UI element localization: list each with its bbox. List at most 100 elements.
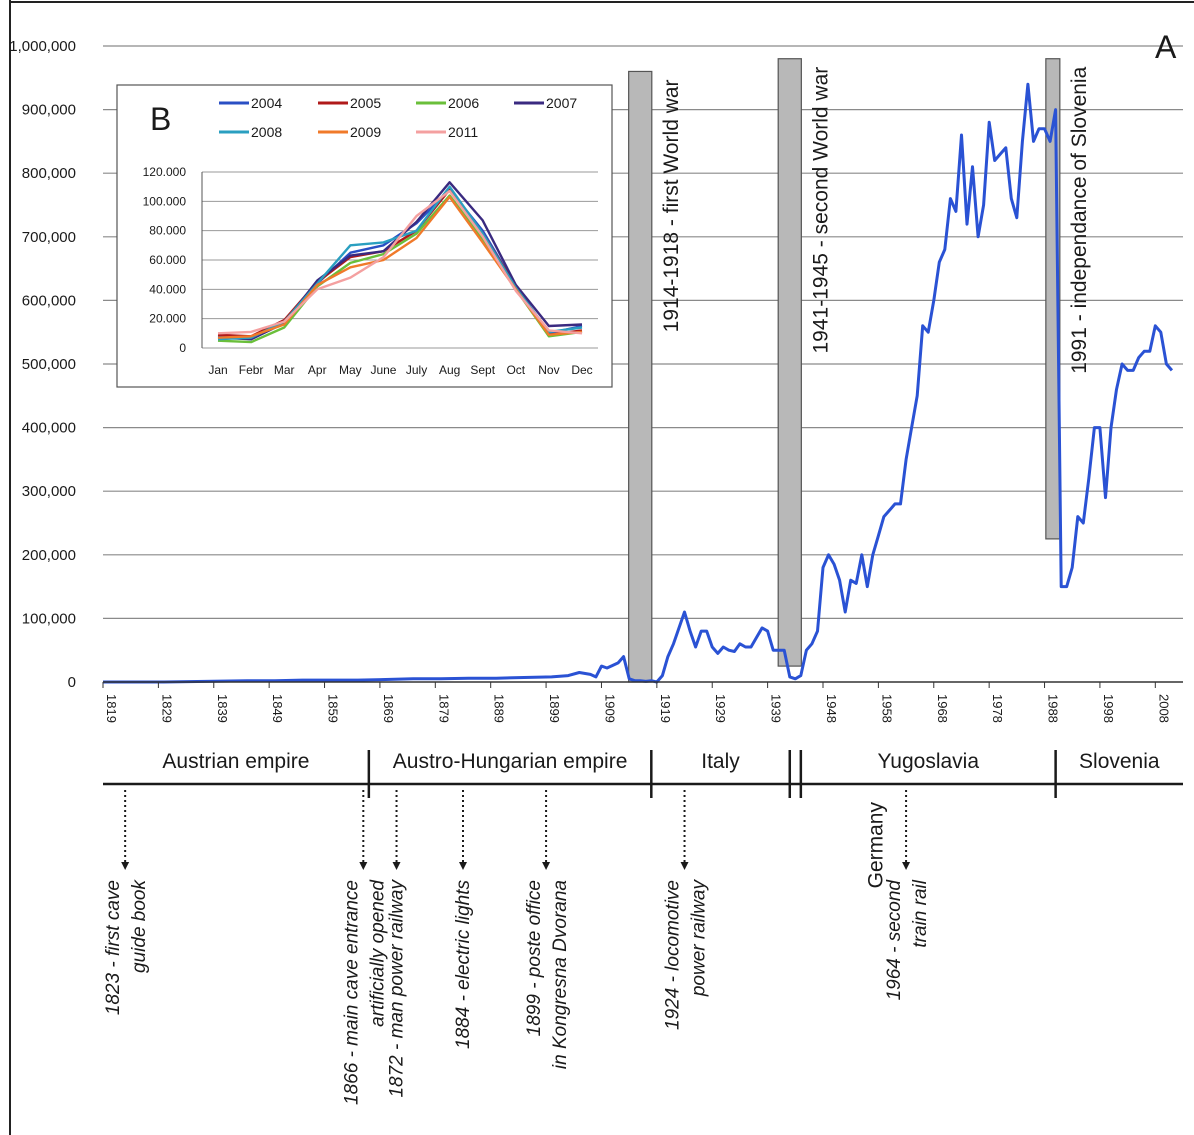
main-y-tick-label: 400,000 — [22, 420, 76, 437]
inset-y-tick-label: 120.000 — [143, 165, 187, 179]
inset-x-tick-label: Mar — [274, 363, 295, 377]
event-annotations: 1823 - first cave guide book 1866 - main c… — [103, 790, 931, 1105]
main-x-tick-label: 1869 — [381, 694, 396, 723]
panel-label-b: B — [150, 101, 171, 137]
inset-y-tick-label: 60.000 — [149, 253, 186, 267]
inset-x-tick-label: Jan — [208, 363, 227, 377]
main-chart-war-bar-labels: 1914-1918 - first World war 1941-1945 - s… — [660, 66, 1091, 373]
inset-x-tick-labels: Jan Febr Mar Apr May June July Aug Sept Oct Nov Dec — [208, 363, 592, 377]
inset-chart-frame — [116, 84, 613, 388]
main-y-tick-label: 200,000 — [22, 547, 76, 564]
era-timeline: Austrian empire Austro-Hungarian empire It… — [103, 750, 1183, 888]
event-label-line: guide book — [129, 879, 150, 973]
event-arrowhead — [359, 862, 368, 870]
inset-x-tick-label: Aug — [439, 363, 460, 377]
inset-x-tick-label: July — [406, 363, 427, 377]
event-arrowhead — [459, 862, 467, 870]
inset-legend-label: 2011 — [448, 124, 478, 140]
inset-series-line-2011 — [217, 189, 583, 335]
event-label-line: 1823 - first cave — [103, 880, 124, 1015]
event-label-line: power railway — [689, 879, 710, 998]
event-label-line: 1866 - main cave entrance — [341, 880, 362, 1105]
event-label-line: 1964 - second — [884, 879, 905, 1001]
inset-x-tick-label: Sept — [470, 363, 495, 377]
timeline-era-label: Germany — [864, 802, 887, 889]
inset-legend-label: 2006 — [448, 95, 479, 111]
main-y-tick-label: 100,000 — [22, 610, 76, 627]
inset-x-tick-label: June — [370, 363, 396, 377]
main-x-tick-label: 1859 — [326, 694, 341, 723]
war-bar-label: 1941-1945 - second World war — [809, 67, 832, 354]
inset-legend-label: 2005 — [350, 95, 381, 111]
timeline-era-label: Yugoslavia — [877, 750, 979, 773]
main-x-tick-label: 1988 — [1046, 694, 1061, 723]
inset-y-tick-label: 0 — [179, 341, 186, 355]
main-x-tick-label: 1919 — [658, 694, 673, 723]
main-x-tick-label: 1889 — [492, 694, 507, 723]
inset-y-tick-label: 80.000 — [149, 224, 186, 238]
event-label-line: 1899 - poste office — [524, 880, 545, 1036]
main-x-tick-label: 1948 — [824, 694, 839, 723]
event-arrowhead — [680, 862, 689, 870]
main-x-tick-label: 1829 — [159, 694, 174, 723]
main-x-tick-label: 1909 — [602, 694, 617, 723]
war-bar — [628, 70, 653, 683]
main-y-tick-label: 300,000 — [22, 483, 76, 500]
main-x-tick-label: 1899 — [547, 694, 562, 723]
main-x-tick-label: 1998 — [1101, 694, 1116, 723]
inset-x-tick-label: May — [339, 363, 362, 377]
inset-x-tick-label: Nov — [538, 363, 559, 377]
main-y-tick-label: 800,000 — [22, 165, 76, 182]
main-x-tick-label: 1958 — [879, 694, 894, 723]
main-x-tick-label: 1839 — [215, 694, 230, 723]
main-chart-visitor-series — [103, 82, 1174, 684]
inset-legend-label: 2008 — [251, 124, 282, 140]
timeline-era-label: Italy — [701, 750, 740, 773]
event-label-line: train rail — [910, 879, 931, 947]
inset-legend-label: 2004 — [251, 95, 282, 111]
main-chart-y-tick-labels: 0 100,000 200,000 300,000 400,000 500,000 600,… — [9, 38, 76, 691]
inset-x-tick-label: Apr — [308, 363, 327, 377]
war-bar — [777, 58, 802, 667]
inset-chart-b: B 0 20.000 40.000 60.000 80.000 100.000 120.00… — [116, 84, 613, 388]
timeline-era-label: Austro-Hungarian empire — [393, 750, 628, 773]
panel-label-a: A — [1155, 29, 1177, 65]
event-arrowhead — [392, 862, 401, 870]
main-x-tick-label: 1879 — [436, 694, 451, 723]
inset-gridlines — [201, 171, 598, 349]
inset-x-tick-label: Febr — [239, 363, 264, 377]
main-y-tick-label: 700,000 — [22, 229, 76, 246]
event-label-line: in Kongresna Dvorana — [550, 880, 571, 1069]
event-label-line: artificially opened — [367, 879, 388, 1027]
timeline-era-label: Austrian empire — [162, 750, 309, 773]
main-x-tick-label: 1978 — [990, 694, 1005, 723]
timeline-era-label: Slovenia — [1079, 750, 1160, 773]
inset-x-tick-label: Dec — [571, 363, 592, 377]
inset-legend-label: 2009 — [350, 124, 381, 140]
main-x-tick-label: 1939 — [769, 694, 784, 723]
event-label-line: 1924 - locomotive — [663, 880, 684, 1030]
inset-y-tick-label: 40.000 — [149, 282, 186, 296]
main-y-tick-label: 0 — [68, 674, 76, 691]
event-label-line: 1884 - electric lights — [453, 880, 474, 1049]
main-x-tick-label: 2008 — [1156, 694, 1171, 723]
main-y-tick-label: 600,000 — [22, 292, 76, 309]
main-y-tick-label: 900,000 — [22, 102, 76, 119]
main-x-tick-label: 1968 — [935, 694, 950, 723]
main-y-tick-label: 1,000,000 — [9, 38, 76, 55]
event-arrowhead — [542, 862, 551, 870]
inset-y-tick-label: 20.000 — [149, 312, 186, 326]
event-arrowhead — [902, 862, 911, 870]
war-bar-label: 1914-1918 - first World war — [660, 79, 683, 332]
inset-x-tick-label: Oct — [506, 363, 525, 377]
event-label-line: 1872 - man power railway — [387, 879, 408, 1098]
inset-y-tick-labels: 0 20.000 40.000 60.000 80.000 100.000 120.000 — [143, 165, 187, 355]
visitor-line — [103, 82, 1174, 684]
inset-y-tick-label: 100.000 — [143, 194, 187, 208]
inset-legend: 2004 2005 2006 2007 2008 2009 2011 — [219, 95, 577, 140]
inset-legend-label: 2007 — [546, 95, 577, 111]
main-x-tick-label: 1849 — [270, 694, 285, 723]
main-chart-x-axis: 1819 1829 1839 1849 1859 1869 1879 1889 1899 1909… — [102, 681, 1183, 723]
main-x-tick-label: 1819 — [104, 694, 119, 723]
